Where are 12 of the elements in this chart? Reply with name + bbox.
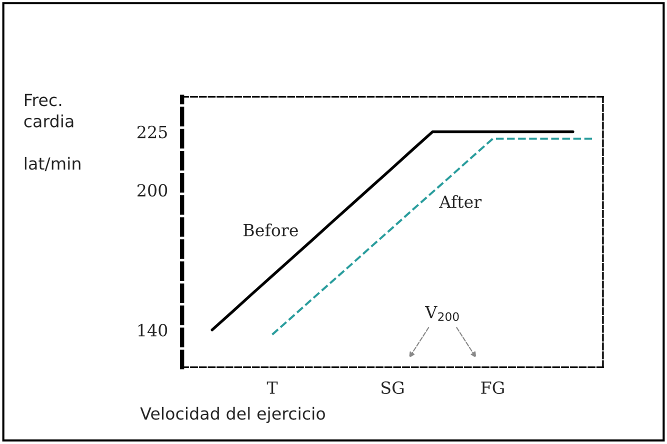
series-label: After — [439, 195, 482, 208]
series-label: Before — [244, 224, 298, 236]
y-tick-label: 140 — [138, 324, 168, 336]
line-series — [210, 130, 574, 332]
x-tick-label: T — [266, 382, 278, 394]
x-tick-label: FG — [481, 381, 504, 394]
text: Frec. cardia lat/min — [24, 94, 80, 172]
y-tick-label: 225 — [138, 126, 167, 138]
x-axis-title: Velocidad del ejercicio — [140, 406, 325, 424]
x-tick-label: SG — [382, 381, 404, 394]
y-tick-label: 200 — [138, 184, 168, 197]
annotation: V$_{200}$ — [424, 306, 459, 322]
